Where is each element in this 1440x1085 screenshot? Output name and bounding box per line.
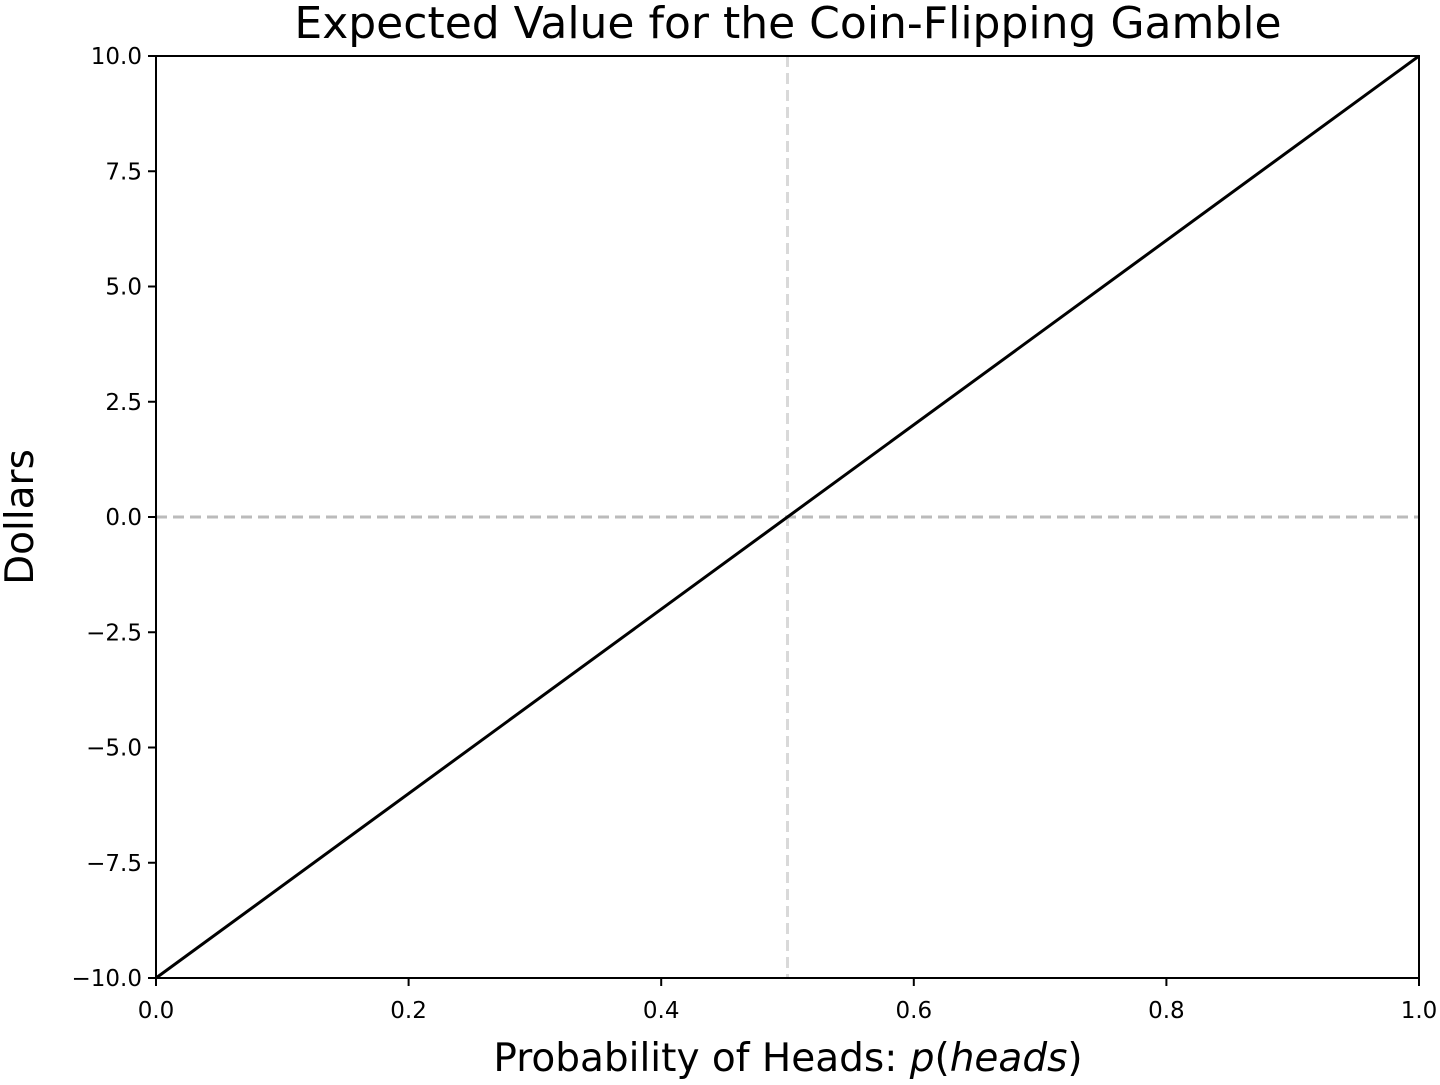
y-tick-label: −7.5 <box>86 851 142 877</box>
x-axis-title: Probability of Heads: p(heads) <box>493 1036 1082 1081</box>
series-layer <box>155 54 1420 980</box>
y-tick-label: 7.5 <box>105 159 142 185</box>
x-axis-title-open-paren: ( <box>935 1036 950 1081</box>
y-axis-title: Dollars <box>0 449 43 585</box>
x-tick-label: 0.2 <box>390 998 427 1024</box>
y-axis-ticks: −10.0 −7.5 −5.0 −2.5 0.0 2.5 5.0 7.5 10.0 <box>72 44 156 992</box>
y-tick-label: 5.0 <box>105 275 142 301</box>
y-tick-label: −10.0 <box>72 966 142 992</box>
x-tick-label: 0.0 <box>138 998 175 1024</box>
x-axis-ticks: 0.0 0.2 0.4 0.6 0.8 1.0 <box>138 978 1438 1024</box>
chart-title: Expected Value for the Coin-Flipping Gam… <box>294 0 1281 49</box>
x-axis-title-var: p <box>909 1036 935 1081</box>
y-tick-label: −5.0 <box>86 736 142 762</box>
x-axis-title-close-paren: ) <box>1067 1036 1082 1081</box>
y-tick-label: 10.0 <box>91 44 142 70</box>
x-axis-title-prefix: Probability of Heads: <box>493 1036 909 1081</box>
x-axis-title-arg: heads <box>950 1036 1068 1081</box>
y-tick-label: 0.0 <box>105 505 142 531</box>
x-tick-label: 0.8 <box>1148 998 1185 1024</box>
y-tick-label: −2.5 <box>86 620 142 646</box>
plot-frame <box>155 55 1420 979</box>
series-line-0 <box>155 54 1420 980</box>
y-tick-label: 2.5 <box>105 390 142 416</box>
x-tick-label: 1.0 <box>1401 998 1438 1024</box>
x-tick-label: 0.4 <box>643 998 680 1024</box>
x-tick-label: 0.6 <box>896 998 933 1024</box>
